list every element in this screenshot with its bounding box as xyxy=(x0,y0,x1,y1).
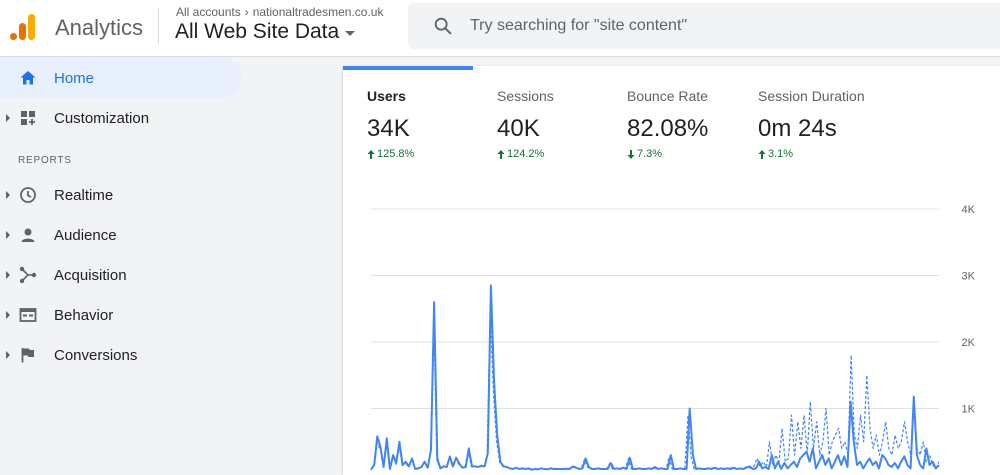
expand-arrow-icon[interactable] xyxy=(6,271,10,279)
arrow-down-icon xyxy=(627,149,635,159)
search-bar[interactable] xyxy=(408,3,1000,49)
y-tick-label: 1K xyxy=(962,404,976,416)
search-input[interactable] xyxy=(470,17,970,35)
active-tab-indicator xyxy=(343,66,473,70)
header-divider xyxy=(158,8,159,44)
breadcrumb[interactable]: All accounts › nationaltradesmen.co.uk xyxy=(176,5,383,19)
sidebar-item-behavior[interactable]: Behavior xyxy=(0,295,242,335)
metric-change: 3.1% xyxy=(758,148,865,160)
app-header: Analytics All accounts › nationaltradesm… xyxy=(0,0,1000,57)
metric-tab-bounce-rate[interactable]: Bounce Rate 82.08% 7.3% xyxy=(627,88,708,160)
view-selector[interactable]: All Web Site Data xyxy=(175,20,356,44)
users-line-chart: 4K 3K 2K 1K xyxy=(343,196,1000,475)
metric-change-value: 124.2% xyxy=(507,148,545,160)
metric-value: 40K xyxy=(497,115,540,142)
sidebar-item-label: Realtime xyxy=(54,186,114,204)
home-icon xyxy=(20,71,36,85)
metric-change-value: 125.8% xyxy=(377,148,415,160)
sidebar-item-label: Audience xyxy=(54,226,117,244)
expand-arrow-icon[interactable] xyxy=(6,114,10,122)
person-icon xyxy=(21,228,35,242)
y-tick-label: 2K xyxy=(962,337,976,349)
overview-card: Users 34K 125.8% Sessions 40K 124.2% Bou… xyxy=(343,66,1000,475)
clock-icon xyxy=(20,187,36,203)
metric-tab-users[interactable]: Users 34K 125.8% xyxy=(367,88,414,160)
metric-label: Session Duration xyxy=(758,88,865,104)
sidebar-nav: Home Customization REPORTS Realtime Audi… xyxy=(0,58,330,475)
caret-down-icon xyxy=(345,31,356,36)
expand-arrow-icon[interactable] xyxy=(6,351,10,359)
breadcrumb-all-accounts[interactable]: All accounts xyxy=(176,5,241,19)
metric-change-value: 7.3% xyxy=(637,148,663,160)
sidebar-item-audience[interactable]: Audience xyxy=(0,215,242,255)
breadcrumb-account[interactable]: nationaltradesmen.co.uk xyxy=(252,5,384,19)
metric-value: 34K xyxy=(367,115,410,142)
metric-tab-sessions[interactable]: Sessions 40K 124.2% xyxy=(497,88,554,160)
acquisition-icon xyxy=(19,266,37,284)
metric-change-value: 3.1% xyxy=(768,148,794,160)
sidebar-item-label: Acquisition xyxy=(54,266,127,284)
sidebar-item-realtime[interactable]: Realtime xyxy=(0,175,242,215)
sidebar-item-label: Behavior xyxy=(54,306,114,324)
series-line-current xyxy=(370,284,940,471)
expand-arrow-icon[interactable] xyxy=(6,231,10,239)
search-icon xyxy=(434,17,452,35)
metric-change: 125.8% xyxy=(367,148,414,160)
sidebar-item-label: Customization xyxy=(54,109,150,127)
metric-value: 0m 24s xyxy=(758,115,837,142)
sidebar-item-customization[interactable]: Customization xyxy=(0,98,242,138)
metric-change: 124.2% xyxy=(497,148,554,160)
metric-change: 7.3% xyxy=(627,148,708,160)
sidebar-item-label: Conversions xyxy=(54,346,138,364)
metric-tab-session-duration[interactable]: Session Duration 0m 24s 3.1% xyxy=(758,88,865,160)
y-tick-label: 4K xyxy=(962,204,976,216)
sidebar-item-conversions[interactable]: Conversions xyxy=(0,335,242,375)
arrow-up-icon xyxy=(758,149,766,159)
metric-label: Bounce Rate xyxy=(627,88,708,104)
y-tick-label: 3K xyxy=(962,271,976,283)
behavior-icon xyxy=(19,308,37,322)
flag-icon xyxy=(21,348,34,363)
chart-svg: 4K 3K 2K 1K xyxy=(370,204,976,471)
arrow-up-icon xyxy=(497,149,505,159)
sidebar-item-acquisition[interactable]: Acquisition xyxy=(0,255,242,295)
view-name: All Web Site Data xyxy=(175,20,340,43)
series-line-previous xyxy=(370,308,940,471)
reports-heading: REPORTS xyxy=(18,155,72,166)
chevron-right-icon: › xyxy=(244,5,249,19)
dashboard-icon xyxy=(21,111,35,125)
metric-label: Sessions xyxy=(497,88,554,104)
app-title: Analytics xyxy=(55,15,144,40)
sidebar-item-label: Home xyxy=(54,69,95,87)
expand-arrow-icon[interactable] xyxy=(6,311,10,319)
sidebar-item-home[interactable]: Home xyxy=(0,58,242,98)
metric-value: 82.08% xyxy=(627,115,709,142)
metric-label: Users xyxy=(367,88,406,104)
arrow-up-icon xyxy=(367,149,375,159)
expand-arrow-icon[interactable] xyxy=(6,191,10,199)
analytics-logo[interactable] xyxy=(8,12,38,42)
